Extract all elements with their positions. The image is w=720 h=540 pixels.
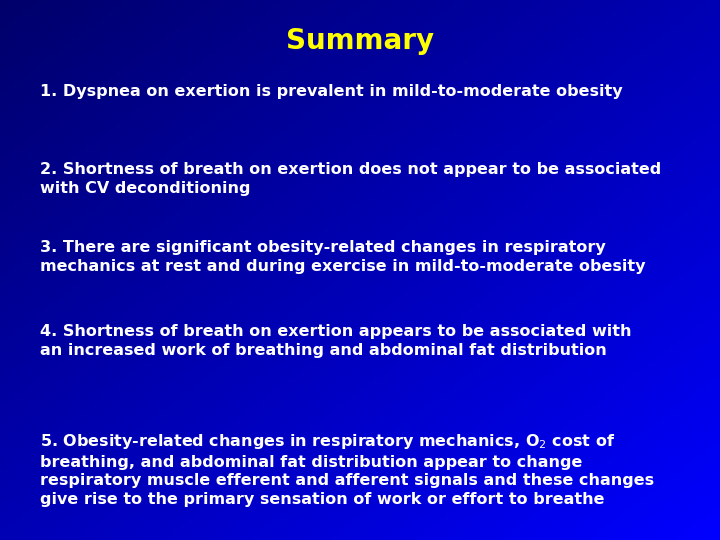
Text: 3. There are significant obesity-related changes in respiratory
mechanics at res: 3. There are significant obesity-related…: [40, 240, 645, 274]
Text: 4. Shortness of breath on exertion appears to be associated with
an increased wo: 4. Shortness of breath on exertion appea…: [40, 324, 631, 357]
Text: Summary: Summary: [286, 27, 434, 55]
Text: 1. Dyspnea on exertion is prevalent in mild-to-moderate obesity: 1. Dyspnea on exertion is prevalent in m…: [40, 84, 622, 99]
Text: 2. Shortness of breath on exertion does not appear to be associated
with CV deco: 2. Shortness of breath on exertion does …: [40, 162, 661, 195]
Text: 5. Obesity-related changes in respiratory mechanics, O$_2$ cost of
breathing, an: 5. Obesity-related changes in respirator…: [40, 432, 654, 507]
